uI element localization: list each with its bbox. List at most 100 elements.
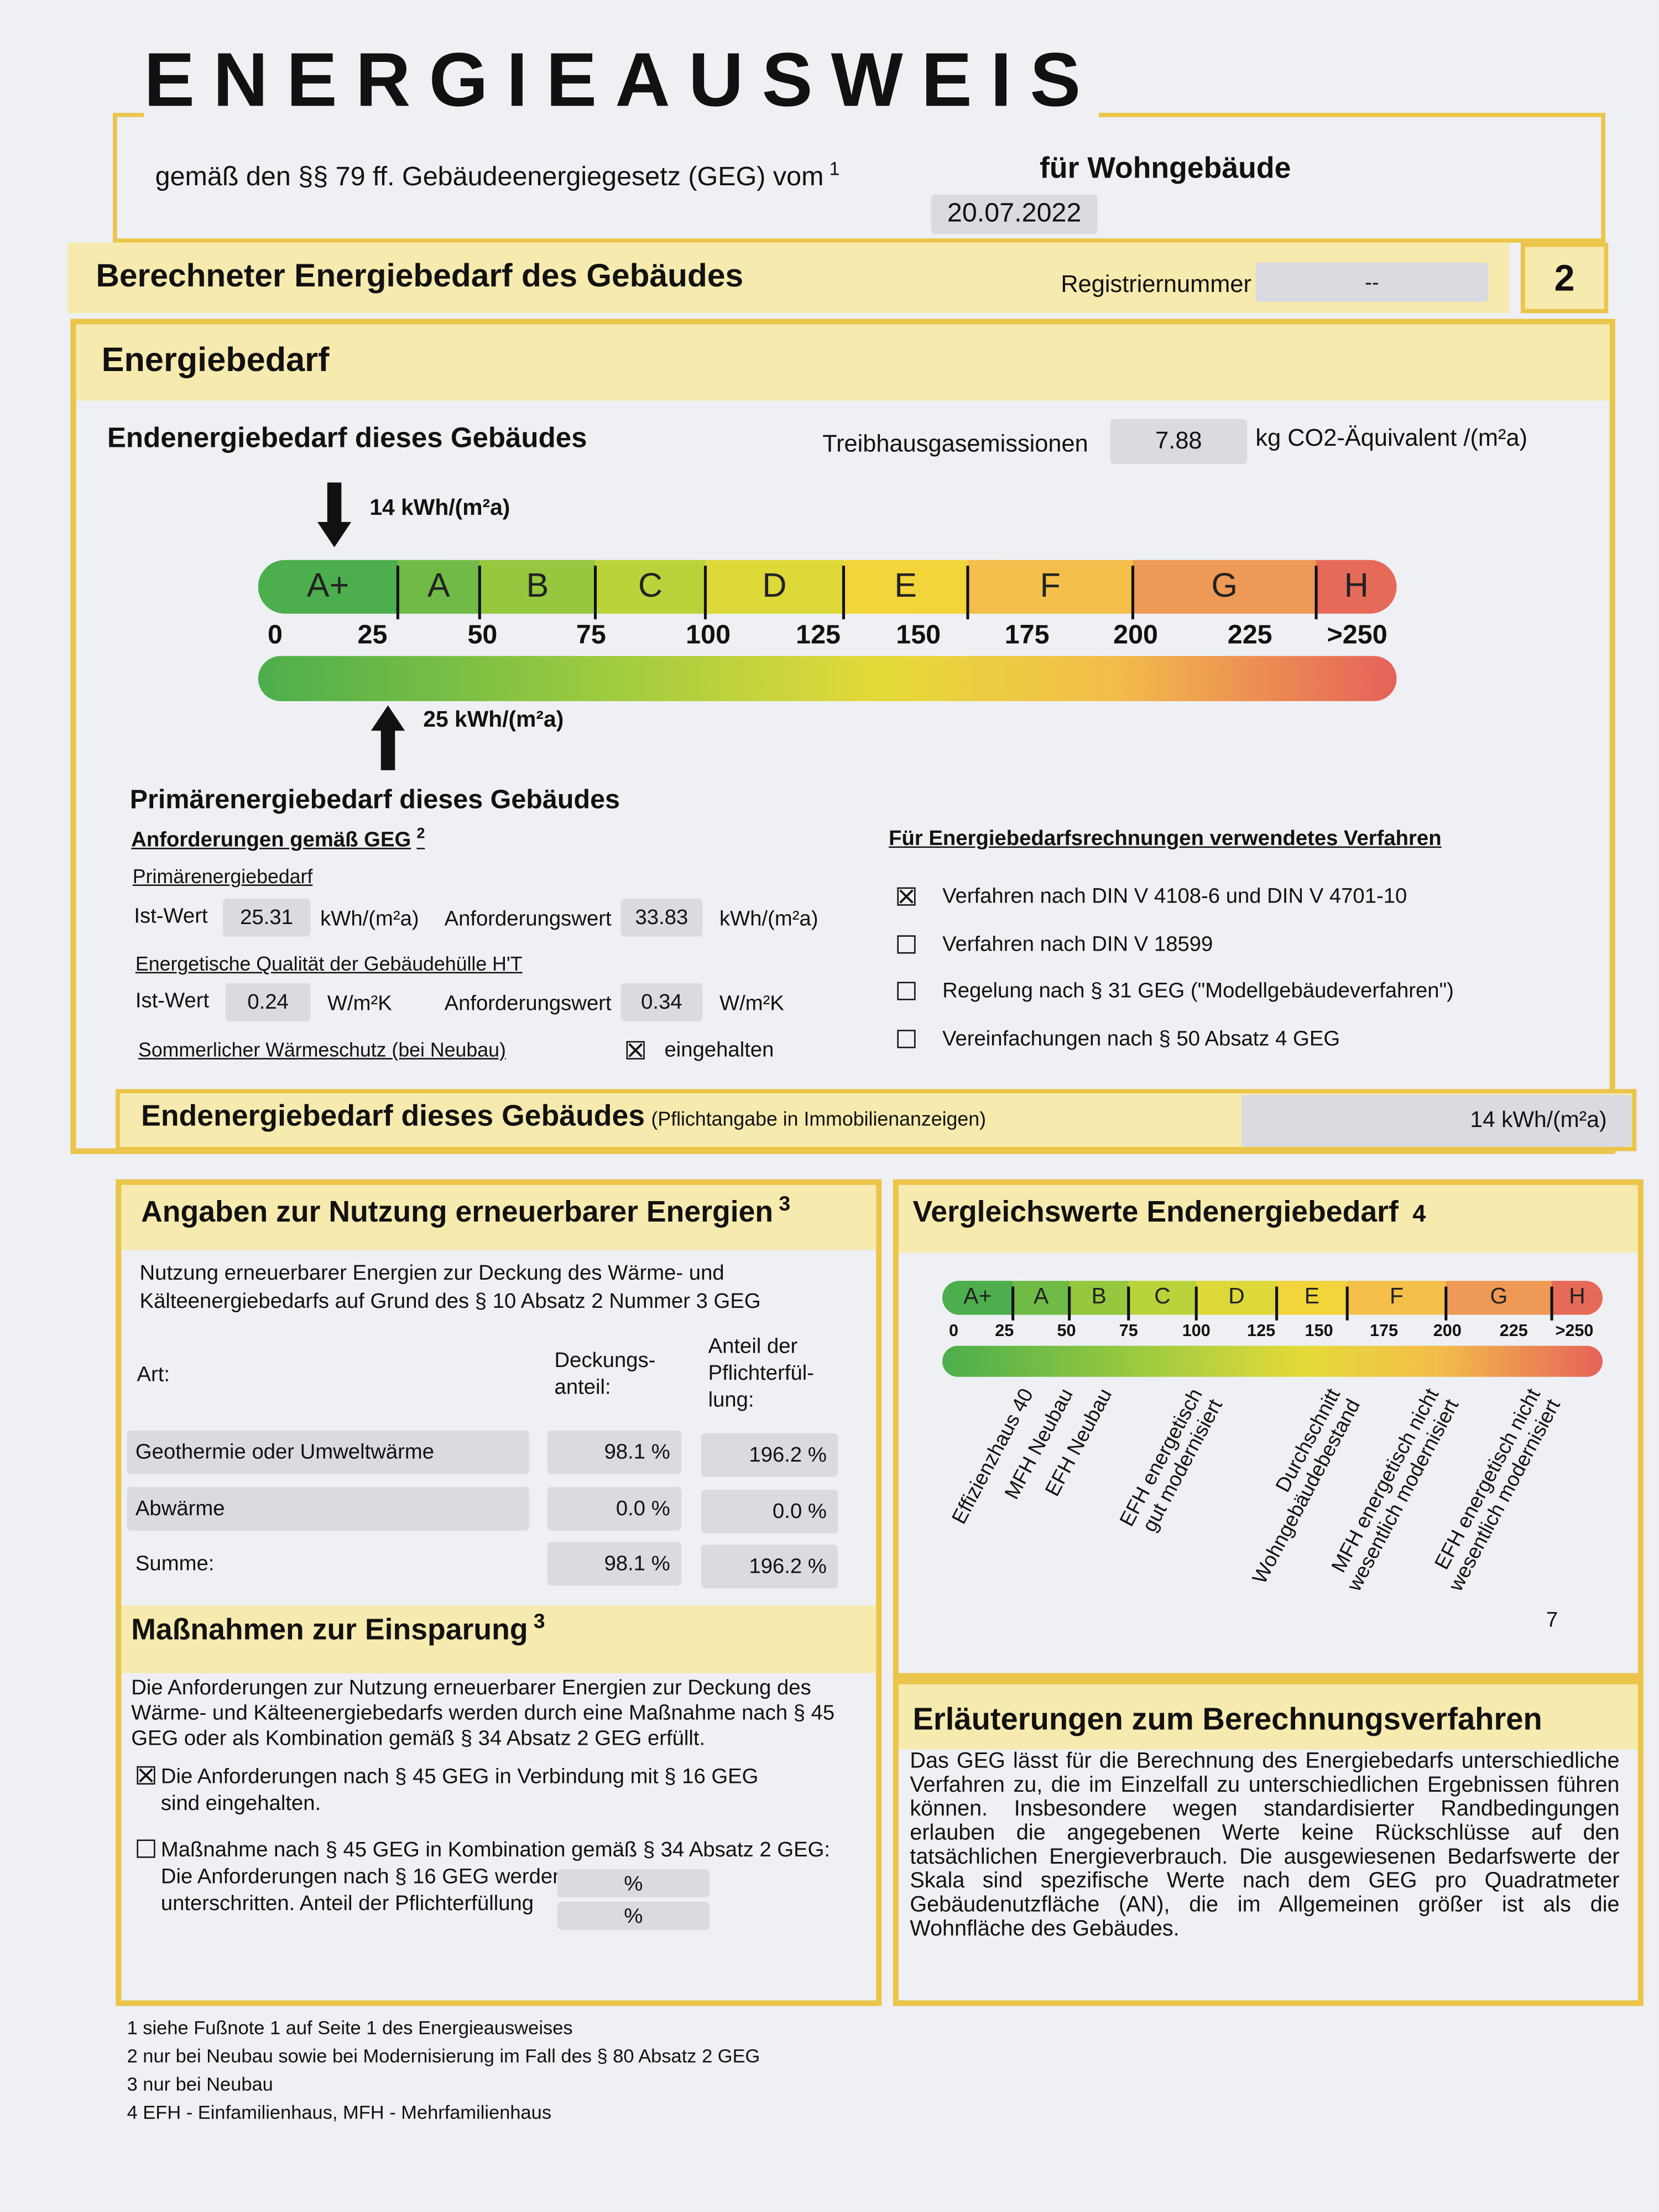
massnahme-label: Die Anforderungen nach § 45 GEG in Verbi…	[160, 1765, 759, 1816]
vergleich-frame	[893, 1179, 1644, 1679]
footnotes: 1 siehe Fußnote 1 auf Seite 1 des Energi…	[127, 2015, 760, 2127]
date-field: 20.07.2022	[931, 195, 1098, 234]
scale-tick-label: 100	[686, 620, 731, 651]
class-segment: H	[1316, 560, 1397, 614]
anteil-field: 196.2 %	[701, 1545, 838, 1589]
class-segment: A	[398, 560, 480, 614]
vergleich-title: Vergleichswerte Endenergiebedarf 4	[912, 1196, 1426, 1230]
footnote: 3 nur bei Neubau	[127, 2073, 273, 2095]
column-header: Deckungs- anteil:	[554, 1348, 656, 1400]
class-divider	[1194, 1286, 1198, 1321]
bottom-arrow-label: 25 kWh/(m²a)	[423, 708, 564, 732]
subtitle: gemäß den §§ 79 ff. Gebäudeenergiegesetz…	[155, 158, 840, 194]
summary-title: Endenergiebedarf dieses Gebäudes (Pflich…	[141, 1100, 986, 1134]
class-segment: E	[843, 560, 968, 614]
verfahren-label: Vereinfachungen nach § 50 Absatz 4 GEG	[942, 1026, 1340, 1051]
sommer-label: eingehalten	[664, 1038, 774, 1062]
anf-field: 0.34	[620, 983, 703, 1021]
top-arrow	[317, 482, 352, 547]
scale-tick-label: 50	[467, 620, 498, 651]
scale-tick-label: 100	[1182, 1320, 1211, 1340]
reg-field: --	[1255, 262, 1489, 302]
footnote-mark: 1	[829, 158, 840, 179]
scale-tick-label: 175	[1369, 1320, 1399, 1340]
class-divider	[1068, 1286, 1071, 1321]
footnote-mark: 3	[533, 1611, 545, 1634]
footnote-mark: 2	[416, 825, 425, 842]
scale-tick-label: 225	[1499, 1320, 1528, 1340]
row-label: Summe:	[135, 1552, 215, 1576]
class-segment: C	[595, 560, 706, 614]
subtitle-text: gemäß den §§ 79 ff. Gebäudeenergiegesetz…	[155, 163, 824, 192]
erlaeuterungen-title: Erläuterungen zum Berechnungsverfahren	[912, 1701, 1542, 1737]
checkbox	[897, 935, 916, 953]
verfahren-label: Verfahren nach DIN V 4108-6 und DIN V 47…	[942, 884, 1407, 909]
scale-tick-label: 150	[896, 620, 941, 651]
class-divider	[1275, 1286, 1279, 1321]
erneuerbar-band	[121, 1185, 877, 1250]
thg-label: Treibhausgasemissionen	[822, 430, 1088, 457]
gradient-bar	[258, 656, 1397, 701]
checkbox	[137, 1839, 155, 1858]
endenergie-label: Endenergiebedarf dieses Gebäudes	[107, 423, 587, 455]
thg-unit: kg CO2-Äquivalent /(m²a)	[1255, 424, 1528, 452]
percent-field: %	[557, 1869, 710, 1898]
building-type: für Wohngebäude	[1040, 152, 1291, 185]
anf-unit: W/m²K	[719, 992, 784, 1016]
checkbox	[897, 887, 916, 906]
ist-label: Ist-Wert	[134, 904, 208, 928]
summary-value: 14 kWh/(m²a)	[1241, 1094, 1632, 1147]
checkbox	[897, 1029, 916, 1048]
anteil-field: 196.2 %	[701, 1433, 838, 1477]
scale-tick-label: 25	[995, 1320, 1014, 1340]
class-segment: A+	[942, 1281, 1013, 1315]
top-arrow-label: 14 kWh/(m²a)	[369, 496, 510, 521]
class-divider	[593, 565, 597, 619]
anteil-field: 0.0 %	[701, 1489, 838, 1533]
class-segment: C	[1128, 1281, 1197, 1315]
scale-tick-label: 175	[1004, 620, 1050, 651]
erlaeuterungen-band	[898, 1684, 1638, 1750]
class-segment: B	[479, 560, 596, 614]
class-divider	[1127, 1286, 1130, 1321]
class-divider	[478, 565, 481, 619]
doc-title: ENERGIEAUSWEIS	[144, 36, 1099, 124]
footnote: 1 siehe Fußnote 1 auf Seite 1 des Energi…	[127, 2017, 573, 2039]
ist-unit: W/m²K	[327, 992, 392, 1016]
class-segment: B	[1069, 1281, 1129, 1315]
class-segment: G	[1133, 560, 1317, 614]
gradient-bar	[942, 1345, 1603, 1377]
primaer-label: Primärenergiebedarf dieses Gebäudes	[129, 785, 620, 816]
footnote: 4 EFH - Einfamilienhaus, MFH - Mehrfamil…	[127, 2101, 552, 2124]
percent-field: %	[557, 1901, 710, 1930]
energiebedarf-title: Energiebedarf	[101, 341, 330, 380]
class-divider	[1550, 1286, 1553, 1321]
massnahmen-text: Maßnahmen zur Einsparung	[131, 1614, 528, 1647]
massnahmen-text: Die Anforderungen zur Nutzung erneuerbar…	[131, 1676, 835, 1751]
scale-tick-label: 0	[948, 1320, 959, 1340]
scale-tick-label: 0	[267, 620, 283, 651]
huelle-title: Energetische Qualität der Gebäudehülle H…	[135, 952, 523, 975]
ist-label: Ist-Wert	[135, 989, 210, 1013]
row-label: Geothermie oder Umweltwärme	[127, 1430, 529, 1474]
footnote-mark: 4	[1412, 1200, 1426, 1228]
page-mark: 7	[1546, 1608, 1558, 1632]
ist-unit: kWh/(m²a)	[320, 907, 419, 931]
scale-tick-label: 50	[1057, 1320, 1076, 1340]
deckung-field: 98.1 %	[547, 1542, 682, 1586]
checkbox	[897, 982, 916, 1000]
scale-tick-label: 25	[357, 620, 388, 651]
ist-field: 0.24	[226, 983, 311, 1021]
scale-tick-label: 125	[796, 620, 841, 651]
erneuerbar-intro: Nutzung erneuerbarer Energien zur Deckun…	[139, 1261, 761, 1313]
column-header: Art:	[137, 1363, 170, 1387]
massnahmen-band	[121, 1605, 877, 1673]
anf-label: Anforderungswert	[444, 907, 612, 931]
primaer-title: Primärenergiebedarf	[132, 864, 313, 888]
class-divider	[1131, 565, 1135, 619]
scale-tick-label: 150	[1305, 1320, 1333, 1340]
deckung-field: 0.0 %	[547, 1486, 682, 1530]
class-segment: A+	[258, 560, 398, 614]
class-segment: H	[1552, 1281, 1603, 1315]
